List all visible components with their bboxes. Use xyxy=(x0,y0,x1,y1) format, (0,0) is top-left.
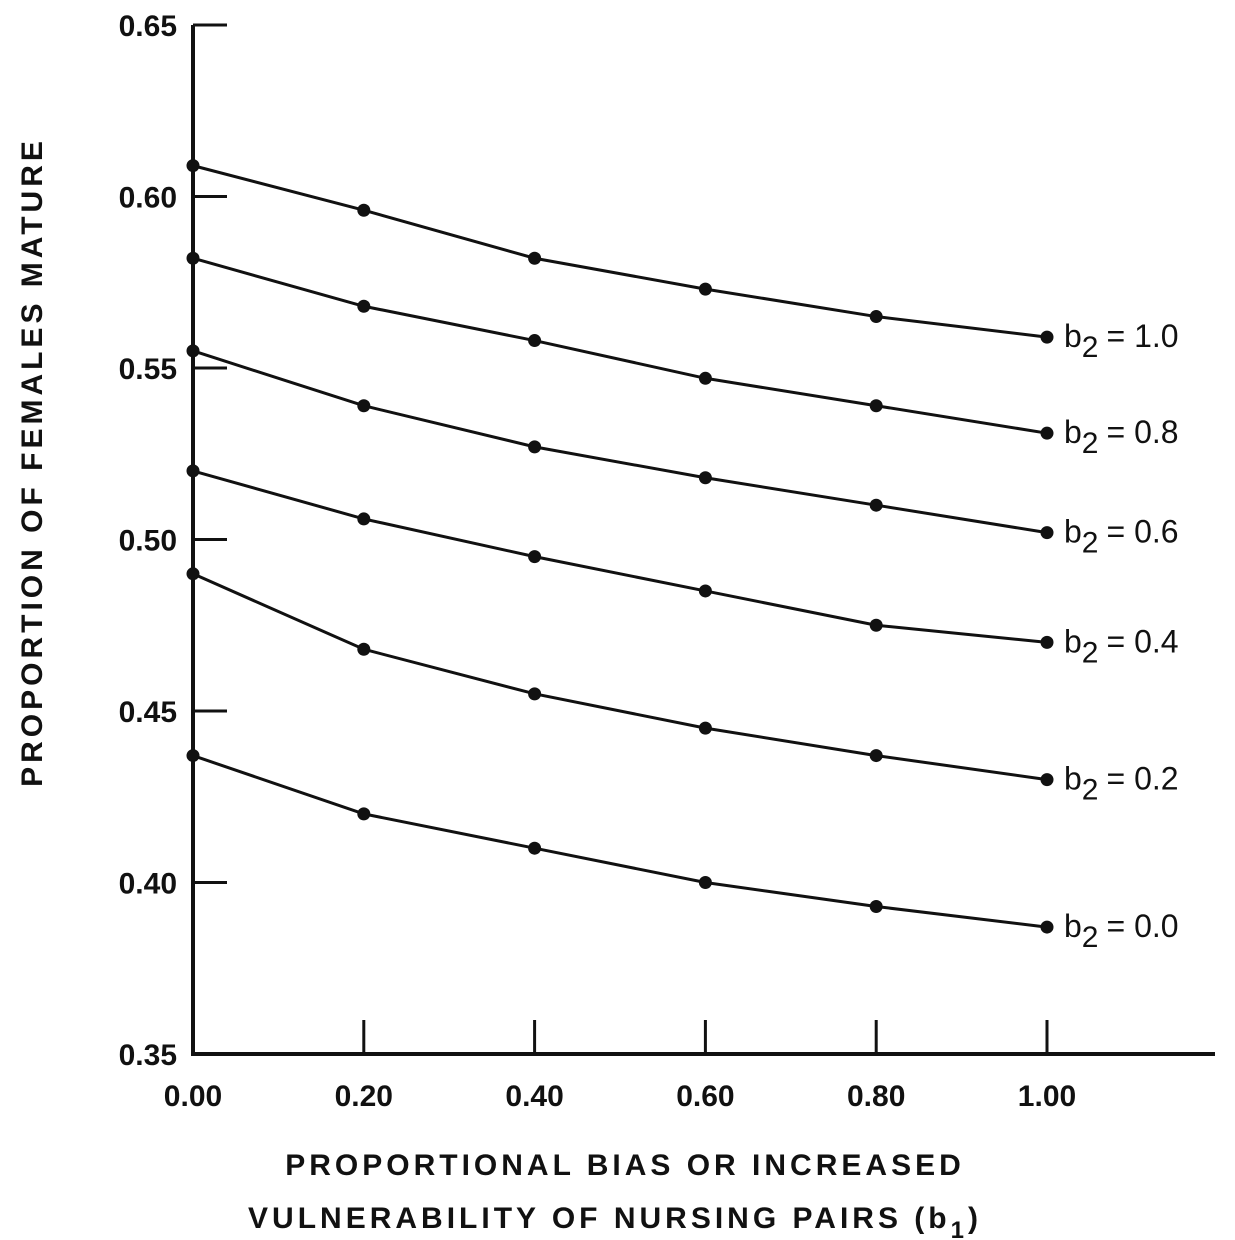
y-tick-label: 0.55 xyxy=(119,353,177,386)
data-point xyxy=(528,440,542,454)
data-point xyxy=(528,251,542,265)
y-tick-label: 0.65 xyxy=(119,10,177,43)
x-tick-label: 0.60 xyxy=(676,1080,734,1113)
data-point xyxy=(698,876,712,889)
data-point xyxy=(528,334,542,348)
data-point xyxy=(528,687,542,701)
y-tick-label: 0.40 xyxy=(119,868,177,901)
series-line xyxy=(192,256,1048,435)
ticks: 0.35 0.40 0.45 0.50 0.55 0.60 0.65 0.00 0.20 0.40… xyxy=(119,10,1077,1113)
data-point xyxy=(186,464,200,478)
x-tick-label: 0.40 xyxy=(505,1080,563,1113)
x-axis-title-line-2-main: VULNERABILITY OF NURSING PAIRS (b xyxy=(248,1202,951,1235)
data-point xyxy=(698,371,712,385)
series-line xyxy=(192,572,1048,782)
x-tick-label: 1.00 xyxy=(1018,1080,1076,1113)
series-label: b2 = 0.6 xyxy=(1064,514,1179,560)
series-label: b2 = 0.2 xyxy=(1064,761,1179,807)
data-point xyxy=(1040,426,1054,440)
data-point xyxy=(186,567,200,581)
axes xyxy=(191,25,1215,1056)
data-point xyxy=(698,282,712,296)
data-point xyxy=(186,159,200,173)
data-point xyxy=(1040,920,1054,934)
data-point xyxy=(357,642,371,656)
data-point xyxy=(357,512,371,526)
data-point xyxy=(357,203,371,217)
series-line xyxy=(192,164,1048,339)
x-tick-label: 0.20 xyxy=(335,1080,393,1113)
data-point xyxy=(1040,773,1054,787)
data-point xyxy=(357,399,371,413)
data-point xyxy=(869,310,883,324)
data-point xyxy=(698,584,712,598)
data-point xyxy=(528,841,542,855)
x-axis-title-line-1: PROPORTIONAL BIAS OR INCREASED xyxy=(285,1149,965,1182)
series-label: b2 = 0.0 xyxy=(1064,908,1179,954)
data-point xyxy=(1040,635,1054,649)
series-label: b2 = 1.0 xyxy=(1064,318,1179,364)
data-point xyxy=(869,618,883,632)
data-point xyxy=(528,550,542,564)
data-point xyxy=(869,399,883,413)
series-4: b2 = 0.2 xyxy=(186,567,1179,807)
data-point xyxy=(186,749,200,763)
data-point xyxy=(1040,330,1054,344)
series-line xyxy=(192,469,1048,644)
data-point xyxy=(186,344,200,358)
series-5: b2 = 0.0 xyxy=(186,749,1179,954)
data-point xyxy=(698,721,712,735)
x-axis-title-line-2: VULNERABILITY OF NURSING PAIRS (b1) xyxy=(248,1202,982,1240)
series-line xyxy=(192,349,1048,535)
data-point xyxy=(186,251,200,265)
data-point xyxy=(357,299,371,313)
series-line xyxy=(192,754,1048,929)
data-point xyxy=(698,471,712,485)
y-tick-label: 0.45 xyxy=(119,696,177,729)
y-tick-label: 0.35 xyxy=(119,1039,177,1072)
data-point xyxy=(869,498,883,512)
series-3: b2 = 0.4 xyxy=(186,464,1179,669)
x-tick-label: 0.00 xyxy=(164,1080,222,1113)
series-group: b2 = 1.0 b2 = 0.8 b2 = 0.6 b2 = 0.4 b2 = 0.2 b2 = 0… xyxy=(186,159,1179,954)
y-tick-label: 0.60 xyxy=(119,182,177,215)
x-axis-title-close: ) xyxy=(968,1202,982,1235)
data-point xyxy=(869,749,883,763)
x-axis-title-subscript: 1 xyxy=(951,1217,968,1240)
series-1: b2 = 0.8 xyxy=(186,251,1179,460)
series-0: b2 = 1.0 xyxy=(186,159,1179,364)
x-tick-label: 0.80 xyxy=(847,1080,905,1113)
data-point xyxy=(869,900,883,914)
y-axis-title: PROPORTION OF FEMALES MATURE xyxy=(16,137,49,787)
y-tick-label: 0.50 xyxy=(119,525,177,558)
series-label: b2 = 0.4 xyxy=(1064,623,1179,669)
data-point xyxy=(1040,526,1054,540)
series-2: b2 = 0.6 xyxy=(186,344,1179,560)
data-point xyxy=(357,807,371,821)
series-label: b2 = 0.8 xyxy=(1064,414,1179,460)
